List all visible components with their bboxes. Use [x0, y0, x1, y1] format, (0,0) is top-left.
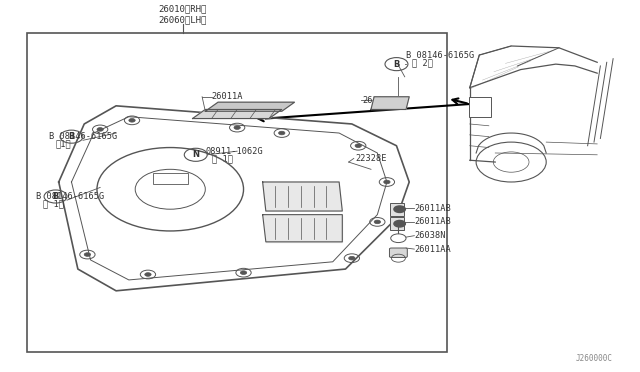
Circle shape	[84, 253, 91, 256]
Polygon shape	[205, 102, 294, 111]
Text: J260000C: J260000C	[576, 355, 613, 363]
Text: （ 1）: （ 1）	[212, 154, 233, 163]
Text: 26011A: 26011A	[212, 92, 243, 101]
Text: 26011AB: 26011AB	[414, 203, 451, 213]
Circle shape	[394, 206, 405, 212]
Text: （1）: （1）	[56, 140, 71, 148]
Text: B 08146-6165G: B 08146-6165G	[36, 192, 105, 201]
FancyBboxPatch shape	[390, 203, 404, 216]
Text: 26011AA: 26011AA	[414, 245, 451, 254]
Text: 22328E: 22328E	[355, 154, 387, 163]
Polygon shape	[262, 182, 342, 211]
Text: 26011AB: 26011AB	[414, 217, 451, 227]
Text: （ 1）: （ 1）	[43, 199, 64, 208]
Circle shape	[384, 180, 390, 184]
Text: 08911-1062G: 08911-1062G	[205, 147, 263, 155]
Polygon shape	[193, 109, 282, 119]
FancyBboxPatch shape	[153, 173, 188, 184]
Circle shape	[129, 119, 135, 122]
Text: 26010〈RH〉
26060〈LH〉: 26010〈RH〉 26060〈LH〉	[159, 5, 207, 24]
Circle shape	[374, 220, 381, 224]
Circle shape	[394, 221, 405, 227]
FancyBboxPatch shape	[27, 33, 447, 353]
Text: 26038N: 26038N	[414, 231, 446, 240]
Text: 26016A: 26016A	[363, 96, 394, 105]
Circle shape	[349, 256, 355, 260]
FancyBboxPatch shape	[390, 217, 404, 230]
Text: B: B	[393, 60, 399, 68]
Polygon shape	[371, 97, 409, 109]
Circle shape	[234, 126, 241, 129]
Circle shape	[145, 273, 151, 276]
Circle shape	[278, 131, 285, 135]
Text: B 08146-6165G: B 08146-6165G	[49, 132, 117, 141]
FancyBboxPatch shape	[390, 248, 407, 257]
Text: （ 2）: （ 2）	[412, 59, 433, 68]
Text: B 08146-6165G: B 08146-6165G	[406, 51, 474, 61]
Circle shape	[97, 128, 103, 131]
Circle shape	[355, 144, 362, 148]
Text: B: B	[68, 132, 75, 141]
Text: B: B	[52, 192, 59, 201]
Circle shape	[241, 271, 246, 275]
Text: N: N	[192, 150, 199, 159]
FancyBboxPatch shape	[469, 97, 492, 117]
Polygon shape	[262, 215, 342, 242]
